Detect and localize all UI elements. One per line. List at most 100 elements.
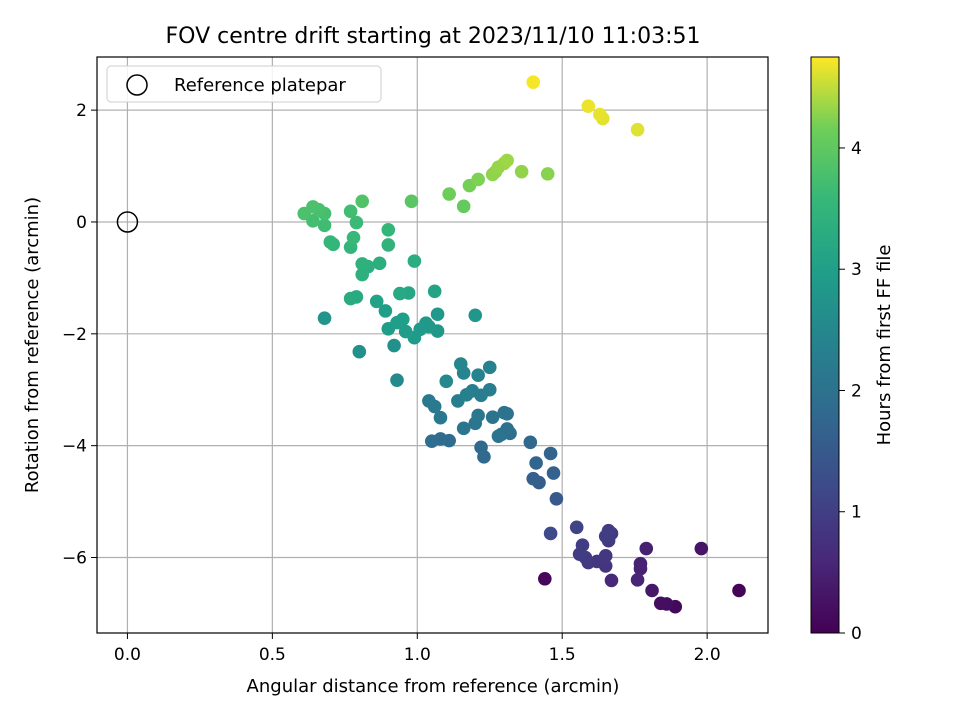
y-axis-ticks: −6 −4 −2 0 2: [62, 101, 97, 569]
data-point: [471, 172, 485, 187]
data-point: [538, 571, 552, 586]
grid-lines: [97, 57, 768, 633]
data-point: [732, 583, 746, 598]
data-point: [468, 308, 483, 323]
data-point: [543, 446, 558, 461]
x-axis-label: Angular distance from reference (arcmin): [247, 676, 620, 697]
x-tick-label: 0.0: [114, 645, 141, 665]
data-point: [645, 583, 659, 598]
x-tick-label: 0.5: [259, 645, 286, 665]
data-point: [369, 294, 384, 309]
data-point: [581, 99, 596, 114]
chart-title: FOV centre drift starting at 2023/11/10 …: [166, 24, 701, 49]
data-point: [390, 315, 404, 330]
data-point: [456, 421, 471, 436]
data-point: [694, 541, 709, 556]
legend-label: Reference platepar: [174, 75, 346, 96]
data-point: [459, 387, 474, 402]
data-point: [639, 541, 654, 556]
colorbar: 0 1 2 3 4 Hours from first FF file: [810, 56, 895, 644]
data-point: [497, 405, 512, 420]
data-point: [633, 561, 648, 576]
data-point: [593, 107, 607, 122]
data-point: [439, 374, 454, 389]
x-tick-label: 2.0: [694, 645, 721, 665]
data-point: [482, 360, 497, 375]
data-point: [485, 410, 500, 424]
colorbar-tick-label: 4: [851, 139, 862, 159]
data-point: [474, 440, 488, 455]
data-point: [352, 344, 367, 359]
data-point: [317, 218, 332, 233]
data-point: [471, 408, 485, 423]
data-point: [407, 254, 422, 268]
scatter-points: [297, 75, 746, 614]
data-point: [387, 338, 401, 353]
data-point: [381, 223, 396, 237]
data-point: [390, 373, 404, 388]
data-point: [442, 187, 456, 201]
data-point: [433, 410, 448, 425]
data-point: [540, 167, 555, 181]
data-point: [523, 435, 538, 450]
data-point: [355, 267, 370, 282]
data-point: [306, 200, 320, 214]
data-point: [422, 394, 436, 408]
x-tick-label: 1.0: [404, 645, 431, 665]
data-point: [546, 466, 561, 480]
data-point: [572, 547, 587, 561]
data-point: [601, 523, 616, 538]
data-point: [526, 75, 541, 89]
colorbar-tick-label: 2: [851, 381, 862, 401]
data-point: [398, 324, 413, 339]
plot-frame: [96, 56, 769, 634]
x-tick-label: 1.5: [549, 645, 576, 665]
data-point: [526, 471, 541, 486]
x-axis-ticks: 0.0 0.5 1.0 1.5 2.0: [114, 633, 721, 665]
data-point: [514, 164, 529, 179]
data-point: [456, 199, 471, 214]
y-axis-label: Rotation from reference (arcmin): [22, 197, 43, 493]
colorbar-tick-label: 1: [851, 503, 862, 523]
data-point: [393, 286, 407, 301]
legend: Reference platepar: [106, 65, 382, 103]
data-point: [430, 307, 445, 322]
reference-marker: [116, 211, 139, 233]
data-point: [569, 520, 584, 535]
data-point: [378, 304, 393, 318]
data-point: [604, 573, 619, 588]
data-point: [323, 235, 338, 249]
data-point: [317, 311, 332, 325]
data-point: [500, 153, 514, 168]
colorbar-tick-label: 0: [851, 624, 862, 644]
data-point: [471, 368, 485, 382]
data-point: [529, 456, 543, 470]
data-point: [653, 596, 668, 611]
colorbar-label: Hours from first FF file: [874, 245, 895, 446]
data-point: [630, 122, 645, 137]
data-point: [346, 230, 361, 245]
reference-point: [116, 211, 139, 233]
data-point: [491, 429, 506, 443]
data-point: [343, 291, 358, 306]
colorbar-ticks: 0 1 2 3 4: [839, 139, 862, 644]
y-tick-label: −6: [62, 549, 87, 569]
data-point: [372, 256, 387, 271]
data-point: [404, 194, 419, 209]
colorbar-tick-label: 3: [851, 260, 862, 280]
data-point: [343, 204, 358, 219]
data-point: [349, 215, 364, 230]
y-tick-label: 2: [76, 101, 87, 121]
data-point: [381, 238, 396, 252]
data-point: [630, 573, 645, 587]
data-point: [427, 284, 442, 299]
data-point: [424, 434, 439, 448]
data-point: [543, 526, 558, 541]
y-tick-label: 0: [76, 213, 87, 233]
legend-box: [106, 65, 382, 103]
data-point: [453, 357, 468, 371]
data-point: [355, 194, 370, 209]
data-point: [549, 491, 564, 506]
data-point: [355, 257, 370, 271]
